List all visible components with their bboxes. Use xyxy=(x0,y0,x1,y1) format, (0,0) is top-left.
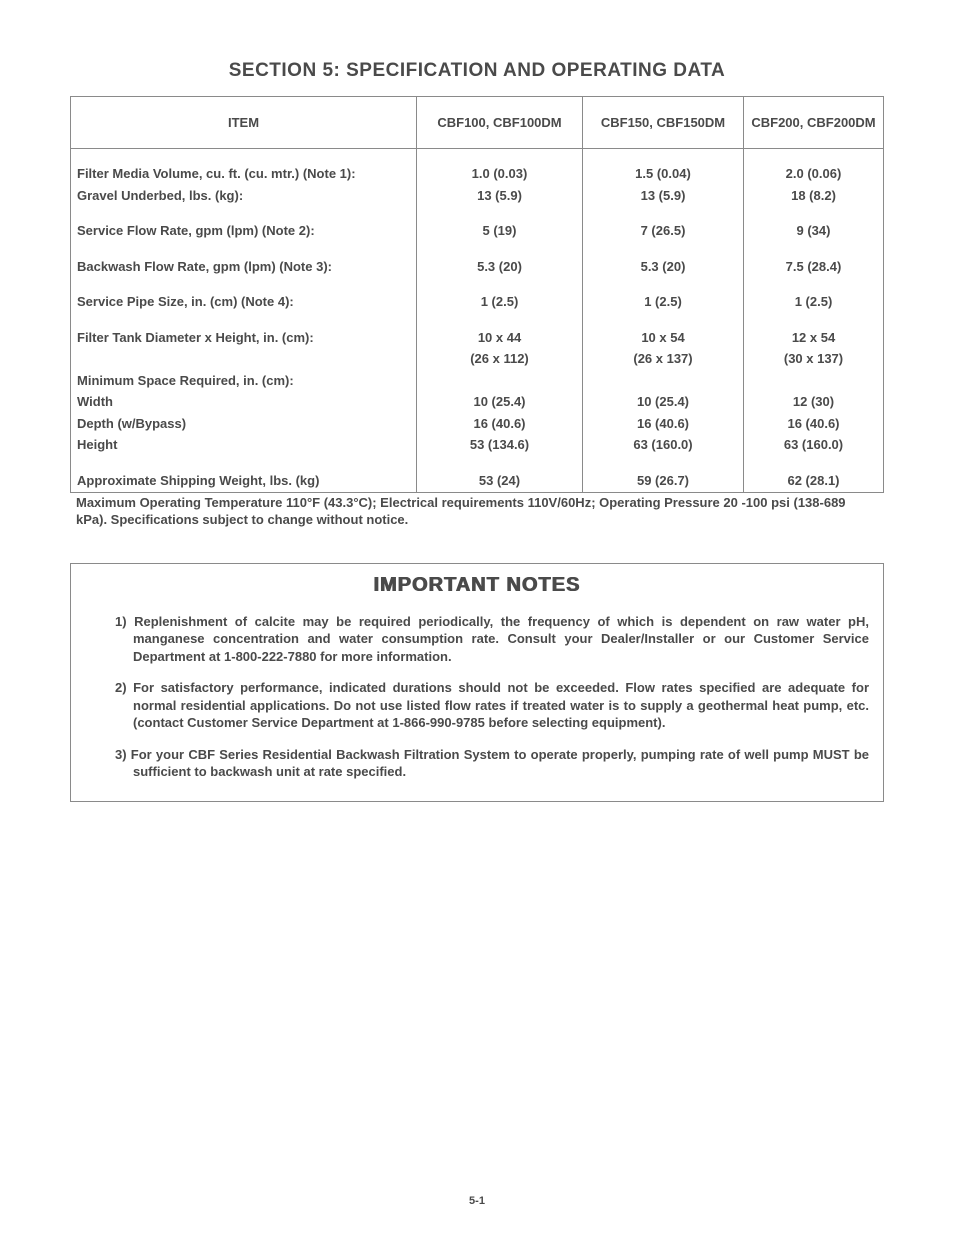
cell-label: Service Pipe Size, in. (cm) (Note 4): xyxy=(71,291,417,313)
table-row: Approximate Shipping Weight, lbs. (kg) 5… xyxy=(71,470,884,492)
table-row: Filter Tank Diameter x Height, in. (cm):… xyxy=(71,327,884,349)
cell-value xyxy=(583,370,744,392)
table-row: Filter Media Volume, cu. ft. (cu. mtr.) … xyxy=(71,163,884,185)
header-col-c: CBF200, CBF200DM xyxy=(744,97,884,149)
cell-value: 53 (24) xyxy=(417,470,583,492)
table-row: Width 10 (25.4) 10 (25.4) 12 (30) xyxy=(71,391,884,413)
cell-value: (26 x 112) xyxy=(417,348,583,370)
cell-label: Width xyxy=(71,391,417,413)
cell-value: 18 (8.2) xyxy=(744,185,884,207)
cell-value: 62 (28.1) xyxy=(744,470,884,492)
table-footnote: Maximum Operating Temperature 110°F (43.… xyxy=(70,493,884,529)
page-number: 5-1 xyxy=(0,1195,954,1207)
cell-value: 1.5 (0.04) xyxy=(583,163,744,185)
cell-label xyxy=(71,348,417,370)
cell-value xyxy=(417,370,583,392)
cell-value: 63 (160.0) xyxy=(744,434,884,456)
cell-value: 16 (40.6) xyxy=(417,413,583,435)
cell-value: 53 (134.6) xyxy=(417,434,583,456)
header-col-b: CBF150, CBF150DM xyxy=(583,97,744,149)
cell-label: Service Flow Rate, gpm (lpm) (Note 2): xyxy=(71,220,417,242)
cell-value: 10 (25.4) xyxy=(583,391,744,413)
cell-label: Minimum Space Required, in. (cm): xyxy=(71,370,417,392)
table-row: Gravel Underbed, lbs. (kg): 13 (5.9) 13 … xyxy=(71,185,884,207)
cell-value: 59 (26.7) xyxy=(583,470,744,492)
cell-value: 63 (160.0) xyxy=(583,434,744,456)
table-row: Minimum Space Required, in. (cm): xyxy=(71,370,884,392)
cell-value: 5.3 (20) xyxy=(583,256,744,278)
spec-table: ITEM CBF100, CBF100DM CBF150, CBF150DM C… xyxy=(70,96,884,493)
cell-value: 5.3 (20) xyxy=(417,256,583,278)
important-notes-title: IMPORTANT NOTES xyxy=(85,574,869,597)
cell-label: Filter Media Volume, cu. ft. (cu. mtr.) … xyxy=(71,163,417,185)
cell-label: Filter Tank Diameter x Height, in. (cm): xyxy=(71,327,417,349)
cell-value: 13 (5.9) xyxy=(417,185,583,207)
cell-label: Gravel Underbed, lbs. (kg): xyxy=(71,185,417,207)
document-page: SECTION 5: SPECIFICATION AND OPERATING D… xyxy=(0,0,954,1235)
cell-value: 1 (2.5) xyxy=(417,291,583,313)
header-col-a: CBF100, CBF100DM xyxy=(417,97,583,149)
table-row: Depth (w/Bypass) 16 (40.6) 16 (40.6) 16 … xyxy=(71,413,884,435)
cell-value: 1.0 (0.03) xyxy=(417,163,583,185)
cell-value: 12 x 54 xyxy=(744,327,884,349)
cell-value: 5 (19) xyxy=(417,220,583,242)
cell-value: (26 x 137) xyxy=(583,348,744,370)
cell-value: 13 (5.9) xyxy=(583,185,744,207)
cell-label: Approximate Shipping Weight, lbs. (kg) xyxy=(71,470,417,492)
cell-value: 1 (2.5) xyxy=(744,291,884,313)
cell-value: 7 (26.5) xyxy=(583,220,744,242)
cell-value: 10 (25.4) xyxy=(417,391,583,413)
cell-value: 2.0 (0.06) xyxy=(744,163,884,185)
table-row: Height 53 (134.6) 63 (160.0) 63 (160.0) xyxy=(71,434,884,456)
table-row: Service Flow Rate, gpm (lpm) (Note 2): 5… xyxy=(71,220,884,242)
cell-value: 10 x 54 xyxy=(583,327,744,349)
cell-label: Backwash Flow Rate, gpm (lpm) (Note 3): xyxy=(71,256,417,278)
important-notes-box: IMPORTANT NOTES 1) Replenishment of calc… xyxy=(70,563,884,802)
table-row: Backwash Flow Rate, gpm (lpm) (Note 3): … xyxy=(71,256,884,278)
cell-value: 16 (40.6) xyxy=(744,413,884,435)
cell-value: 10 x 44 xyxy=(417,327,583,349)
cell-value: 9 (34) xyxy=(744,220,884,242)
cell-value: 12 (30) xyxy=(744,391,884,413)
note-2: 2) For satisfactory performance, indicat… xyxy=(85,679,869,732)
table-header-row: ITEM CBF100, CBF100DM CBF150, CBF150DM C… xyxy=(71,97,884,149)
cell-value: 1 (2.5) xyxy=(583,291,744,313)
table-row: Service Pipe Size, in. (cm) (Note 4): 1 … xyxy=(71,291,884,313)
note-3: 3) For your CBF Series Residential Backw… xyxy=(85,746,869,781)
cell-label: Height xyxy=(71,434,417,456)
header-item: ITEM xyxy=(71,97,417,149)
cell-value: 16 (40.6) xyxy=(583,413,744,435)
section-title: SECTION 5: SPECIFICATION AND OPERATING D… xyxy=(70,60,884,82)
table-row: (26 x 112) (26 x 137) (30 x 137) xyxy=(71,348,884,370)
cell-label: Depth (w/Bypass) xyxy=(71,413,417,435)
note-1: 1) Replenishment of calcite may be requi… xyxy=(85,613,869,666)
cell-value: 7.5 (28.4) xyxy=(744,256,884,278)
cell-value: (30 x 137) xyxy=(744,348,884,370)
cell-value xyxy=(744,370,884,392)
